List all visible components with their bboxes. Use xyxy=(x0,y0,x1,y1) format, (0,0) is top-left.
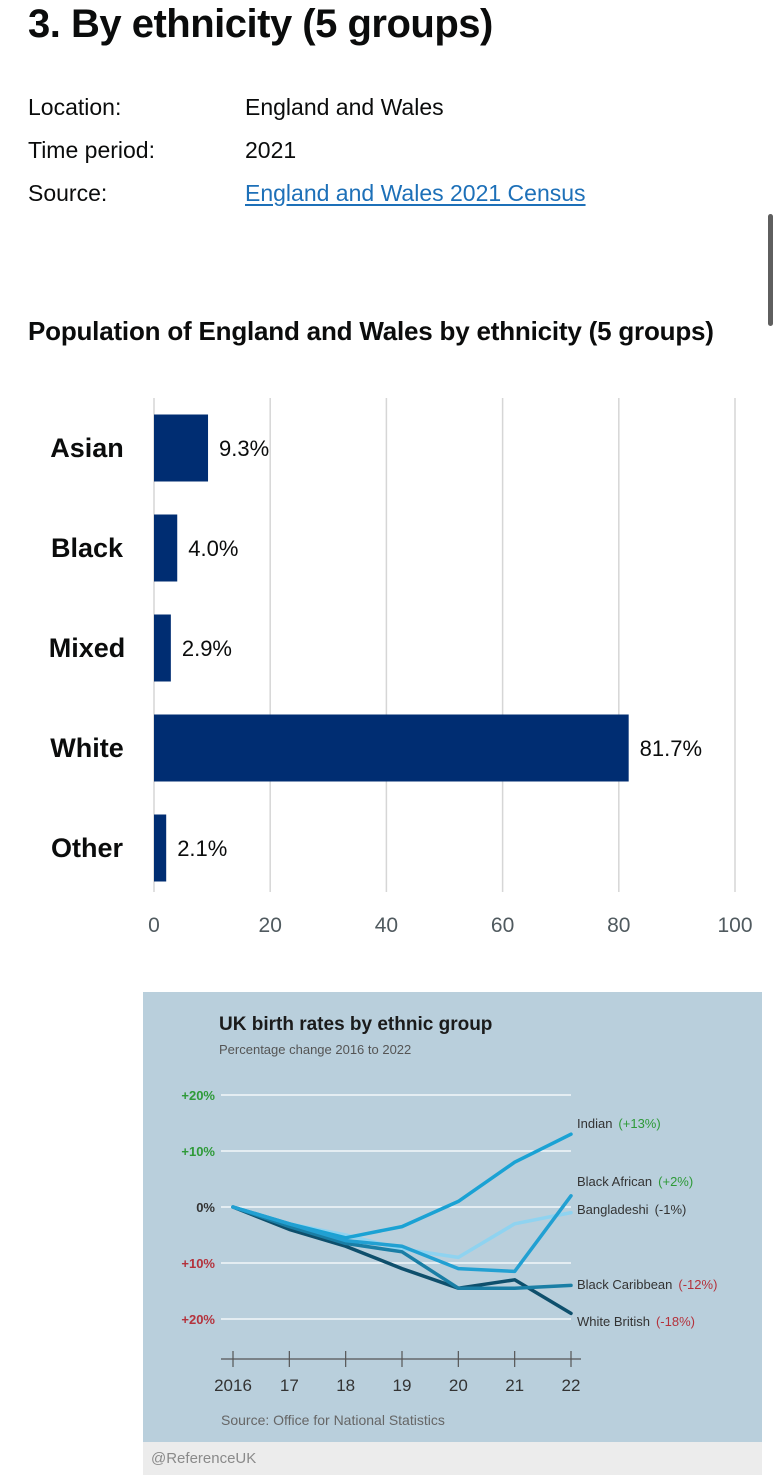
time-period-value: 2021 xyxy=(245,137,297,163)
x-tick-label: 21 xyxy=(505,1376,524,1395)
birth-rate-line-chart: UK birth rates by ethnic group Percentage… xyxy=(181,1014,717,1428)
category-label: Mixed xyxy=(49,633,126,663)
x-tick-label: 2016 xyxy=(214,1376,252,1395)
y-tick-label: +10% xyxy=(181,1144,215,1159)
x-tick-label: 0 xyxy=(148,914,160,937)
series-change: (+2%) xyxy=(658,1174,693,1189)
series-change: (-12%) xyxy=(678,1277,717,1292)
series-change: (-1%) xyxy=(655,1202,687,1217)
series-change: (+13%) xyxy=(618,1116,660,1131)
series-name: Indian xyxy=(577,1116,612,1131)
x-tick-label: 40 xyxy=(375,914,398,937)
inset-footer: @ReferenceUK xyxy=(143,1442,762,1475)
bar xyxy=(154,614,171,682)
series-label: Bangladeshi (-1%) xyxy=(577,1202,686,1217)
x-tick-label: 20 xyxy=(449,1376,468,1395)
y-tick-label: 0% xyxy=(196,1200,215,1215)
bar xyxy=(154,414,209,482)
page-heading: 3. By ethnicity (5 groups) xyxy=(28,2,493,46)
inset-credit: @ReferenceUK xyxy=(151,1450,257,1467)
category-label: White xyxy=(50,733,124,763)
series-line xyxy=(231,1194,573,1274)
y-tick-label: +10% xyxy=(181,1256,215,1271)
source-link[interactable]: England and Wales 2021 Census xyxy=(245,180,586,206)
series-line xyxy=(231,1205,573,1316)
series-line xyxy=(231,1205,573,1260)
x-tick-label: 100 xyxy=(717,914,752,937)
series-label: Black Caribbean (-12%) xyxy=(577,1277,717,1292)
series-name: Black Caribbean xyxy=(577,1277,672,1292)
inset-source: Source: Office for National Statistics xyxy=(221,1412,445,1428)
y-tick-label: +20% xyxy=(181,1312,215,1327)
bar-value-label: 9.3% xyxy=(219,436,269,461)
bar-value-label: 4.0% xyxy=(188,536,238,561)
location-label: Location: xyxy=(28,94,122,120)
series-label: White British (-18%) xyxy=(577,1314,695,1329)
x-tick-label: 60 xyxy=(491,914,514,937)
source-label: Source: xyxy=(28,180,108,206)
time-period-label: Time period: xyxy=(28,137,155,163)
bar-value-label: 2.1% xyxy=(177,836,227,861)
scrollbar-thumb[interactable] xyxy=(768,214,773,326)
category-label: Black xyxy=(51,533,124,563)
bar xyxy=(154,814,167,882)
bar xyxy=(154,514,178,582)
bar-value-label: 2.9% xyxy=(182,636,232,661)
series-name: Black African xyxy=(577,1174,652,1189)
series-name: White British xyxy=(577,1314,650,1329)
x-tick-label: 80 xyxy=(607,914,630,937)
category-label: Asian xyxy=(50,433,124,463)
series-line xyxy=(231,1205,573,1290)
category-label: Other xyxy=(51,833,124,863)
x-tick-label: 20 xyxy=(259,914,282,937)
ethnicity-bar-chart: 0 20 40 60 80 100 Asian 9.3% Black 4.0% Mixed 2.9% W… xyxy=(49,398,753,937)
bar-value-label: 81.7% xyxy=(640,736,702,761)
inset-subtitle: Percentage change 2016 to 2022 xyxy=(219,1042,411,1057)
birth-rate-inset xyxy=(143,992,762,1442)
series-label: Indian (+13%) xyxy=(577,1116,661,1131)
inset-title: UK birth rates by ethnic group xyxy=(219,1014,492,1035)
x-tick-label: 18 xyxy=(336,1376,355,1395)
bar xyxy=(154,714,629,782)
x-tick-label: 17 xyxy=(280,1376,299,1395)
x-tick-label: 19 xyxy=(393,1376,412,1395)
series-label: Black African (+2%) xyxy=(577,1174,693,1189)
x-tick-label: 22 xyxy=(562,1376,581,1395)
y-tick-label: +20% xyxy=(181,1088,215,1103)
chart-title: Population of England and Wales by ethni… xyxy=(28,316,714,346)
series-name: Bangladeshi xyxy=(577,1202,649,1217)
location-value: England and Wales xyxy=(245,94,444,120)
series-change: (-18%) xyxy=(656,1314,695,1329)
